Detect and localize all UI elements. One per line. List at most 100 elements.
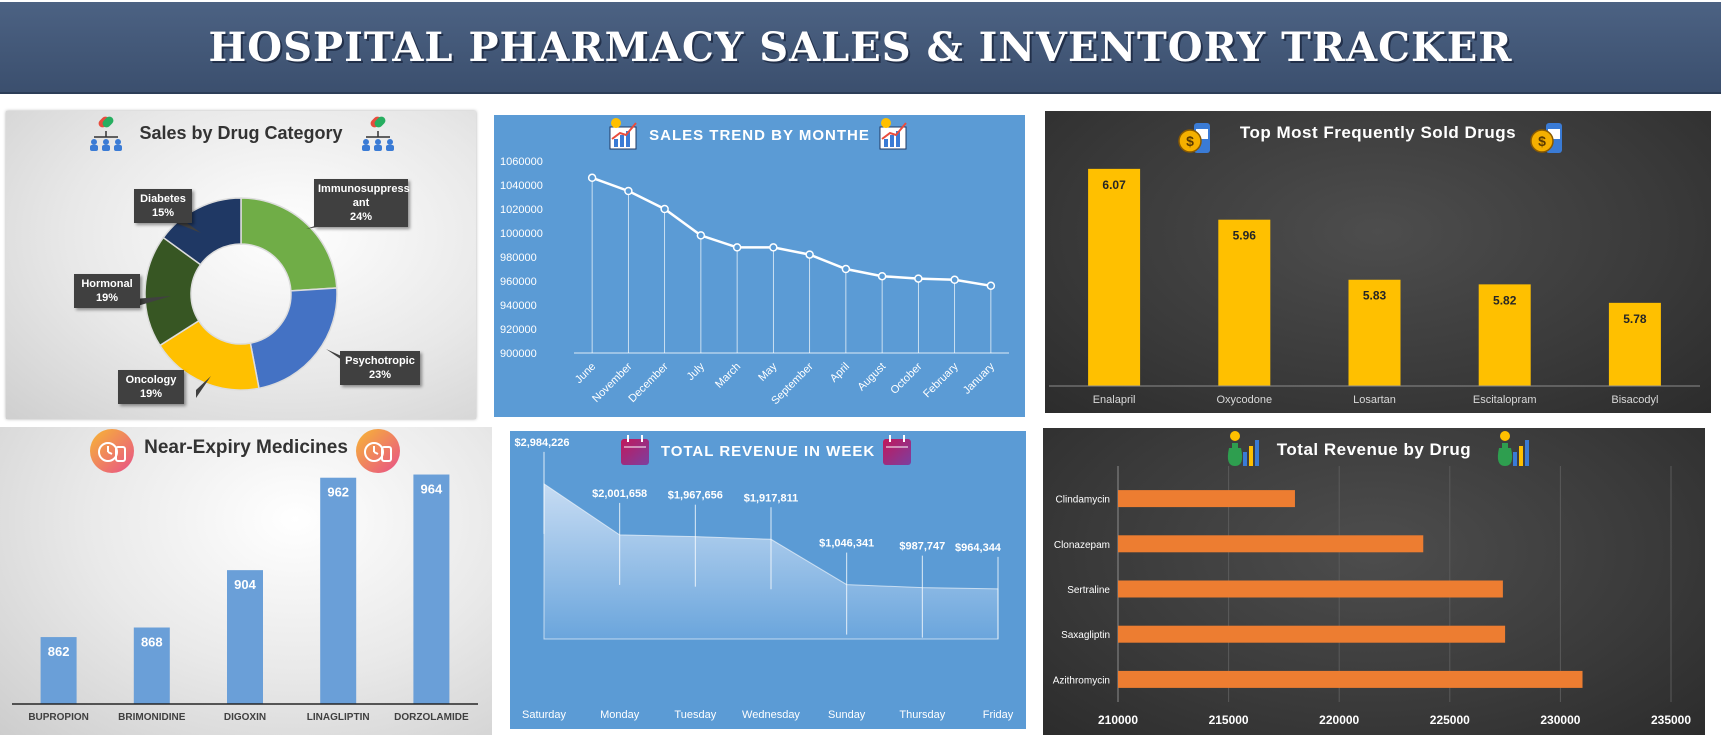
revdrug-bar-clindamycin <box>1118 490 1295 508</box>
clock-bottle-icon <box>90 429 134 473</box>
expiry-category-label: DORZOLAMIDE <box>394 712 469 723</box>
revdrug-x-tick: 210000 <box>1098 713 1138 727</box>
revdrug-bar-azithromycin <box>1118 670 1583 688</box>
weekly-value-label: $2,984,226 <box>514 437 569 449</box>
top-drug-value-label: 5.96 <box>1233 229 1257 243</box>
top-drug-value-label: 6.07 <box>1102 178 1126 192</box>
weekly-value-label: $964,344 <box>955 542 1002 554</box>
sales-trend-panel: 1060000 1040000 1020000 1000000 980000 960000… <box>494 115 1025 417</box>
top-drug-category-label: Oxycodone <box>1216 394 1272 406</box>
revdrug-x-tick: 235000 <box>1651 713 1691 727</box>
weekly-x-tick: Monday <box>600 709 640 721</box>
weekly-x-tick: Tuesday <box>674 709 716 721</box>
trend-series-line <box>591 176 992 288</box>
revdrug-bar-clonazepam <box>1118 535 1424 553</box>
donut-label-diabetes: Diabetes 15% <box>134 189 192 223</box>
top-drug-value-label: 5.78 <box>1623 312 1647 326</box>
top-drugs-panel: 6.07 Enalapril 5.96 Oxycodone 5.83 Losartan 5.… <box>1045 111 1711 413</box>
svg-text:$: $ <box>1538 133 1546 149</box>
top-drug-bar-escitalopram <box>1478 284 1531 386</box>
trend-x-tick: March <box>713 361 743 391</box>
trend-point <box>986 281 996 291</box>
trend-y-tick: 1040000 <box>500 180 543 192</box>
revdrug-x-tick: 230000 <box>1540 713 1580 727</box>
weekly-value-label: $1,967,656 <box>668 490 723 502</box>
trend-x-tick: December <box>626 360 671 405</box>
top-drug-value-label: 5.83 <box>1363 289 1387 303</box>
expiry-bar-linagliptin <box>320 477 357 704</box>
revdrug-category-label: Clindamycin <box>1056 495 1110 506</box>
expiry-value-label: 868 <box>141 635 163 650</box>
top-drug-bar-losartan <box>1348 279 1401 386</box>
revdrug-category-label: Clonazepam <box>1054 540 1110 551</box>
top-drugs-title: Top Most Frequently Sold Drugs <box>1239 123 1517 142</box>
trend-x-tick: April <box>828 361 852 385</box>
expiry-value-label: 962 <box>327 485 349 500</box>
expiry-value-label: 964 <box>421 482 443 497</box>
expiry-value-label: 862 <box>48 644 70 659</box>
trend-y-tick: 940000 <box>500 300 537 312</box>
weekly-x-tick: Saturday <box>522 709 567 721</box>
donut-label-psychotropic: Psychotropic 23% <box>340 351 420 385</box>
expiry-bar-digoxin <box>227 570 263 704</box>
expiry-bar-brimonidine <box>133 627 170 704</box>
top-drug-category-label: Escitalopram <box>1473 394 1537 406</box>
top-drug-category-label: Enalapril <box>1093 394 1136 406</box>
page-title: HOSPITAL PHARMACY SALES & INVENTORY TRAC… <box>208 24 1513 71</box>
weekly-value-label: $987,747 <box>899 541 945 553</box>
money-bottle-icon: $ <box>1530 123 1562 153</box>
category-chart-panel: Sales by Drug Category Immunosuppress an… <box>6 111 476 419</box>
donut-slice-immunosuppressant <box>240 197 338 292</box>
revdrug-x-tick: 220000 <box>1319 713 1359 727</box>
donut-label-immunosuppressant: Immunosuppress ant 24% <box>314 179 410 227</box>
weekly-x-tick: Friday <box>983 709 1014 721</box>
money-bag-chart-icon <box>1227 431 1259 466</box>
revdrug-bar-saxagliptin <box>1118 625 1506 643</box>
weekly-x-tick: Thursday <box>899 709 945 721</box>
donut-label-hormonal: Hormonal 19% <box>74 274 140 308</box>
weekly-x-tick: Wednesday <box>742 709 800 721</box>
trend-y-tick: 1000000 <box>500 228 543 240</box>
donut-leader-oncology <box>196 376 211 398</box>
expiry-value-label: 904 <box>234 577 256 592</box>
expiry-category-label: LINAGLIPTIN <box>307 712 370 723</box>
expiry-category-label: BUPROPION <box>28 712 89 723</box>
revdrug-bar-sertraline <box>1118 580 1503 598</box>
top-drug-category-label: Bisacodyl <box>1611 394 1658 406</box>
trend-point <box>805 250 814 259</box>
category-chart-title: Sales by Drug Category <box>139 123 343 143</box>
expiry-category-label: DIGOXIN <box>224 712 266 723</box>
trend-point <box>914 274 923 283</box>
expiry-bar-bupropion <box>40 637 77 704</box>
revdrug-x-tick: 225000 <box>1430 713 1470 727</box>
top-drug-category-label: Losartan <box>1353 394 1396 406</box>
near-expiry-svg: 862 BUPROPION 868 BRIMONIDINE 904 DIGOXIN 962 L… <box>12 474 478 723</box>
revdrug-category-label: Azithromycin <box>1053 675 1110 686</box>
trend-point <box>732 243 742 252</box>
top-drug-bar-oxycodone <box>1218 219 1271 386</box>
trend-y-tick: 960000 <box>500 276 537 288</box>
calendar-icon <box>883 435 911 465</box>
growth-chart-icon <box>879 118 907 150</box>
top-drug-bar-enalapril <box>1088 168 1141 386</box>
trend-x-tick: May <box>756 360 780 384</box>
revdrug-category-label: Sertraline <box>1067 585 1110 596</box>
trend-y-tick: 980000 <box>500 252 537 264</box>
weekly-revenue-panel: $2,984,226 Saturday $2,001,658 Monday $1,967… <box>510 431 1026 729</box>
sales-trend-title: SALES TREND BY MONTHE <box>649 127 870 144</box>
calendar-icon <box>621 435 649 465</box>
donut-leader-hormonal <box>134 296 171 307</box>
growth-chart-icon <box>609 118 637 150</box>
trend-x-tick: January <box>961 360 998 397</box>
trend-point <box>660 204 669 214</box>
weekly-revenue-svg: $2,984,226 Saturday $2,001,658 Monday $1,967… <box>514 437 1014 721</box>
svg-text:$: $ <box>1186 133 1194 149</box>
trend-point <box>769 243 778 252</box>
trend-y-tick: 920000 <box>500 324 537 336</box>
trend-x-tick: August <box>856 361 889 394</box>
money-bottle-icon: $ <box>1178 123 1210 153</box>
trend-y-tick: 1020000 <box>500 204 543 216</box>
weekly-value-label: $1,046,341 <box>819 538 874 550</box>
revdrug-category-label: Saxagliptin <box>1061 630 1110 641</box>
weekly-value-label: $1,917,811 <box>744 492 798 504</box>
